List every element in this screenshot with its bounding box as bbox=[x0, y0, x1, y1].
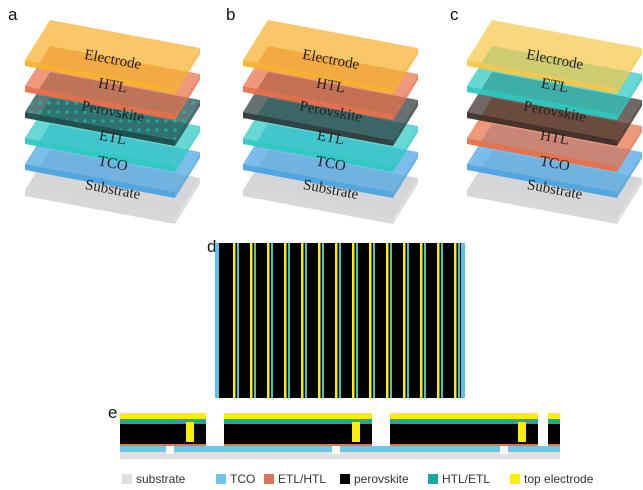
tco-stripe bbox=[356, 243, 358, 398]
layer-stacks: aSubstrateTCOETLPerovskiteHTLElectrodebS… bbox=[8, 5, 642, 224]
electrode-stripe bbox=[437, 243, 440, 398]
tco-gap bbox=[166, 446, 174, 454]
legend-swatch bbox=[216, 474, 226, 484]
top-electrode-layer bbox=[120, 413, 560, 419]
panel-letter: a bbox=[8, 5, 18, 24]
panel-letter: e bbox=[108, 403, 117, 422]
electrode-stripe bbox=[267, 243, 270, 398]
tco-stripe bbox=[305, 243, 307, 398]
legend-label: top electrode bbox=[524, 472, 594, 486]
electrode-stripe bbox=[352, 243, 355, 398]
electrode-stripe bbox=[369, 243, 372, 398]
figure: aSubstrateTCOETLPerovskiteHTLElectrodebS… bbox=[0, 0, 643, 490]
scribe-gap bbox=[372, 406, 390, 446]
interconnect bbox=[352, 422, 360, 442]
legend-label: TCO bbox=[230, 472, 255, 486]
legend-swatch bbox=[264, 474, 274, 484]
tco-stripe bbox=[390, 243, 392, 398]
legend-label: ETL/HTL bbox=[278, 472, 326, 486]
tco-gap bbox=[332, 446, 340, 454]
legend-swatch bbox=[510, 474, 520, 484]
electrode-stripe bbox=[301, 243, 304, 398]
electrode-stripe bbox=[420, 243, 423, 398]
legend: substrate TCO ETL/HTL perovskite HTL/ETL top … bbox=[122, 472, 594, 486]
interconnect bbox=[186, 422, 194, 442]
tco-edge bbox=[461, 243, 465, 398]
electrode-stripe bbox=[454, 243, 457, 398]
legend-label: HTL/ETL bbox=[442, 472, 490, 486]
electrode-stripe bbox=[403, 243, 406, 398]
panel-e-cross-section bbox=[120, 406, 560, 459]
electrode-stripe bbox=[386, 243, 389, 398]
panel-letter: b bbox=[226, 5, 235, 24]
scribe-gap bbox=[206, 406, 224, 446]
electrode-stripe bbox=[250, 243, 253, 398]
tco-stripe bbox=[237, 243, 239, 398]
legend-swatch bbox=[428, 474, 438, 484]
legend-swatch bbox=[340, 474, 350, 484]
legend-swatch bbox=[122, 474, 132, 484]
tco-stripe bbox=[458, 243, 460, 398]
tco-stripe bbox=[339, 243, 341, 398]
tco-stripe bbox=[271, 243, 273, 398]
electrode-stripe bbox=[233, 243, 236, 398]
legend-label: substrate bbox=[136, 472, 186, 486]
interconnect bbox=[518, 422, 526, 442]
tco-stripe bbox=[441, 243, 443, 398]
tco-stripe bbox=[288, 243, 290, 398]
tco-stripe bbox=[254, 243, 256, 398]
electrode-stripe bbox=[284, 243, 287, 398]
panel-d bbox=[215, 243, 465, 398]
tco-stripe bbox=[322, 243, 324, 398]
tco-gap bbox=[500, 446, 508, 454]
tco-edge bbox=[215, 243, 219, 398]
tco-stripe bbox=[424, 243, 426, 398]
electrode-stripe bbox=[335, 243, 338, 398]
tco-stripe bbox=[407, 243, 409, 398]
scribe-gap bbox=[538, 406, 548, 446]
panel-letter: c bbox=[450, 5, 459, 24]
tco-stripe bbox=[373, 243, 375, 398]
electrode-stripe bbox=[318, 243, 321, 398]
legend-label: perovskite bbox=[354, 472, 409, 486]
